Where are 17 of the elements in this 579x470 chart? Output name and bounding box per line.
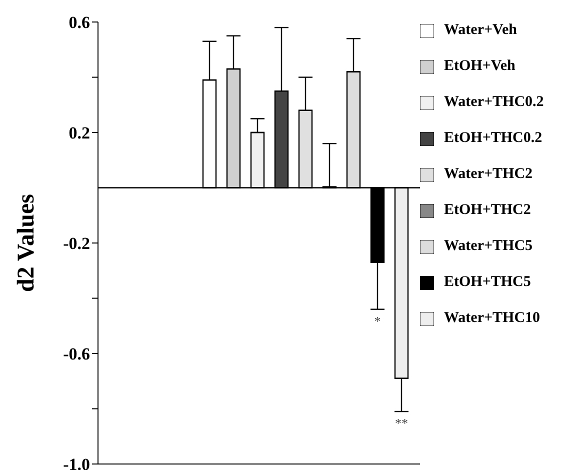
y-axis-title: d2 Values (14, 194, 40, 292)
legend-label: Water+Veh (444, 22, 517, 38)
annotation: ** (395, 416, 408, 431)
legend-label: Water+THC5 (444, 238, 533, 254)
annotation: * (374, 313, 381, 328)
y-tick-label: 0.6 (68, 13, 90, 32)
legend-label: EtOH+THC2 (444, 202, 531, 218)
legend-label: Water+THC0.2 (444, 94, 544, 110)
legend-label: EtOH+THC5 (444, 274, 531, 290)
legend-label: Water+THC2 (444, 166, 533, 182)
y-tick-label: -1.0 (63, 455, 90, 470)
y-tick-label: 0.2 (68, 124, 90, 143)
y-tick-label: -0.6 (63, 344, 90, 364)
y-tick-label: -0.2 (63, 234, 90, 254)
legend-label: Water+THC10 (444, 310, 540, 326)
legend-label: EtOH+Veh (444, 58, 516, 74)
legend-label: EtOH+THC0.2 (444, 130, 542, 146)
